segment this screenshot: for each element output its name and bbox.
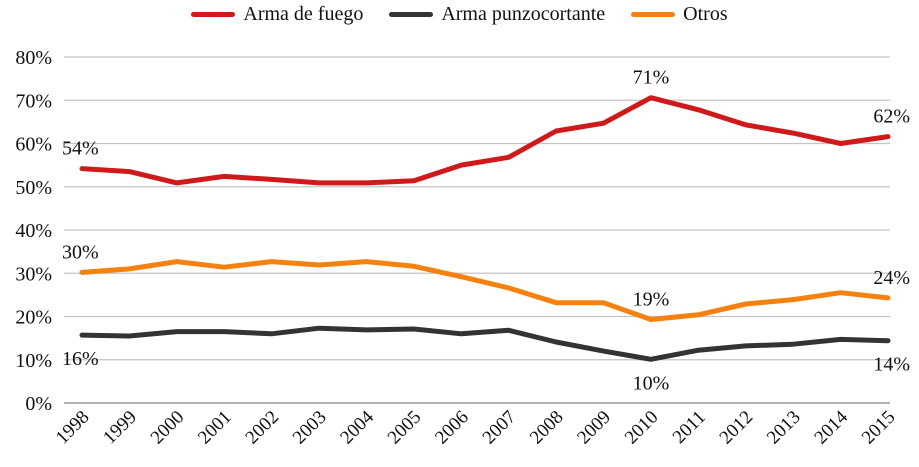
x-tick-label: 2009: [573, 407, 615, 449]
data-label: 14%: [873, 354, 910, 376]
legend-item-arma-de-fuego: Arma de fuego: [191, 3, 363, 26]
legend-swatch-otros: [631, 11, 676, 17]
series-line-arma-de-fuego: [79, 95, 891, 186]
legend-item-otros: Otros: [631, 2, 728, 26]
x-tick-label: 2005: [384, 407, 426, 449]
x-tick-label: 2015: [858, 407, 900, 449]
data-label: 24%: [873, 267, 910, 289]
y-tick-label: 20%: [15, 307, 52, 329]
x-tick-label: 2014: [810, 406, 852, 448]
legend-item-arma-punzocortante: Arma punzocortante: [389, 3, 605, 26]
x-tick-label: 2012: [716, 407, 758, 449]
data-label: 62%: [873, 106, 910, 128]
x-tick-label: 1999: [99, 407, 141, 449]
grid-lines: [64, 56, 890, 404]
data-label: 54%: [62, 138, 99, 160]
legend-label-otros: Otros: [683, 2, 728, 25]
y-tick-label: 70%: [15, 90, 52, 112]
y-tick-label: 30%: [15, 263, 52, 285]
x-tick-label: 2003: [289, 407, 331, 449]
y-tick-label: 80%: [15, 47, 52, 69]
x-tick-label: 2008: [526, 407, 568, 449]
data-label: 71%: [633, 67, 670, 89]
x-tick-label: 2011: [669, 407, 710, 448]
x-tick-label: 2000: [147, 407, 189, 449]
series-line-otros: [79, 259, 891, 322]
x-tick-label: 2004: [336, 406, 378, 448]
y-axis-tick-labels: 0% 10% 20% 30% 40% 50% 60% 70% 80%: [15, 47, 52, 415]
series-line-arma-punzocortante: [79, 325, 891, 362]
data-label: 10%: [633, 372, 670, 394]
x-tick-label: 2006: [431, 407, 473, 449]
x-tick-label: 2010: [621, 407, 663, 449]
series-lines: [79, 95, 891, 362]
data-label: 16%: [62, 348, 99, 370]
y-tick-label: 40%: [15, 220, 52, 242]
y-tick-label: 50%: [15, 177, 52, 199]
data-label: 30%: [62, 241, 99, 263]
legend-swatch-arma-punzocortante: [389, 11, 434, 17]
chart-legend: Arma de fuego Arma punzocortante Otros: [0, 2, 919, 26]
x-axis-tick-labels: 1998 1999 2000 2001 2002 2003 2004 2005 2006 2007…: [52, 406, 900, 448]
x-tick-label: 2013: [763, 407, 805, 449]
legend-label-arma-de-fuego: Arma de fuego: [243, 2, 364, 25]
data-label: 19%: [633, 289, 670, 311]
y-tick-label: 60%: [15, 134, 52, 156]
y-tick-label: 10%: [15, 350, 52, 372]
x-tick-label: 1998: [52, 407, 94, 449]
x-tick-label: 2001: [194, 407, 236, 449]
x-tick-label: 2002: [241, 407, 283, 449]
legend-label-arma-punzocortante: Arma punzocortante: [441, 2, 606, 25]
y-tick-label: 0%: [25, 393, 52, 415]
data-labels: 54% 71% 62% 30% 19% 24% 16% 10% 14%: [62, 67, 910, 395]
legend-swatch-arma-de-fuego: [191, 11, 236, 17]
x-tick-label: 2007: [479, 407, 521, 449]
